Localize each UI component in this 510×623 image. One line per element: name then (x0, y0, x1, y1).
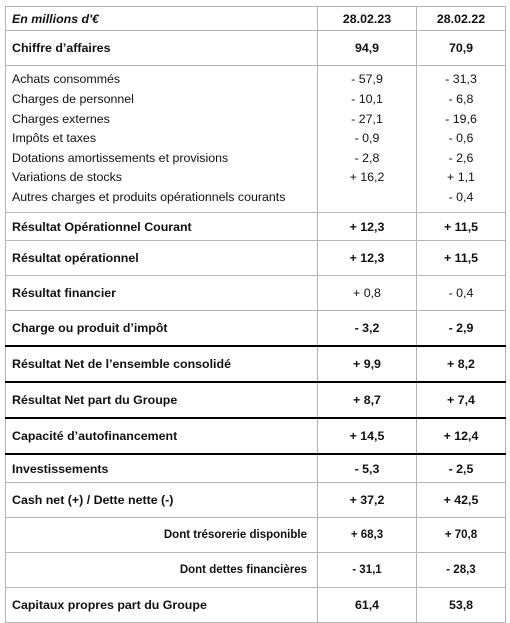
row-resultat-financier: Résultat financier + 0,8 - 0,4 (5, 275, 506, 311)
row-resultat-operationnel-courant: Résultat Opérationnel Courant + 12,3 + 1… (5, 212, 506, 241)
detail-label-autres: Autres charges et produits opérationnels… (12, 189, 286, 204)
row-investissements: Investissements - 5,3 - 2,5 (5, 453, 506, 483)
value-2023: + 8,7 (317, 381, 417, 419)
detail-value-impots-2022: - 0,6 (448, 131, 474, 146)
value-2022: + 8,2 (416, 345, 506, 383)
header-date-2023: 28.02.23 (317, 6, 417, 31)
detail-value-externes-2022: - 19,6 (445, 111, 477, 126)
row-resultat-net-ensemble: Résultat Net de l’ensemble consolidé + 9… (5, 345, 506, 383)
financial-summary-table: En millions d'€ 28.02.23 28.02.22 Chiffr… (5, 6, 506, 623)
detail-label-achats: Achats consommés (12, 72, 121, 87)
row-label: Résultat opérationnel (5, 240, 318, 276)
detail-label-stocks: Variations de stocks (12, 170, 122, 185)
value-2022: + 11,5 (416, 240, 506, 276)
detail-value-achats-2023: - 57,9 (351, 72, 383, 87)
detail-label-impots: Impôts et taxes (12, 131, 97, 146)
row-label: Capitaux propres part du Groupe (5, 587, 318, 623)
value-2023: 94,9 (317, 30, 417, 66)
detail-value-autres-2022: - 0,4 (448, 189, 474, 204)
detail-label-personnel: Charges de personnel (12, 92, 134, 107)
header-date-2022: 28.02.22 (416, 6, 506, 31)
row-label: Résultat Opérationnel Courant (5, 212, 318, 241)
value-2022: - 2,5 (416, 453, 506, 483)
value-2022: 53,8 (416, 587, 506, 623)
value-2023: + 12,3 (317, 240, 417, 276)
row-charge-impot: Charge ou produit d’impôt - 3,2 - 2,9 (5, 310, 506, 347)
table-header-row: En millions d'€ 28.02.23 28.02.22 (5, 6, 506, 31)
detail-value-achats-2022: - 31,3 (445, 72, 477, 87)
value-2023: + 12,3 (317, 212, 417, 241)
value-2022: + 70,8 (416, 517, 506, 553)
value-2022: - 28,3 (416, 552, 506, 588)
detail-value-dotations-2023: - 2,8 (354, 150, 380, 165)
detail-value-autres-2023 (324, 188, 410, 208)
detail-labels: Achats consommés Charges de personnel Ch… (5, 65, 318, 213)
detail-value-personnel-2022: - 6,8 (448, 92, 474, 107)
value-2023: 61,4 (317, 587, 417, 623)
detail-value-personnel-2023: - 10,1 (351, 92, 383, 107)
row-dettes-financieres: Dont dettes financières - 31,1 - 28,3 (5, 552, 506, 588)
value-2022: + 11,5 (416, 212, 506, 241)
value-2022: + 42,5 (416, 482, 506, 518)
row-label: Dont trésorerie disponible (5, 517, 318, 553)
row-label: Capacité d’autofinancement (5, 417, 318, 455)
row-label: Résultat financier (5, 275, 318, 311)
value-2023: + 9,9 (317, 345, 417, 383)
row-label: Cash net (+) / Dette nette (-) (5, 482, 318, 518)
value-2022: - 0,4 (416, 275, 506, 311)
value-2023: + 14,5 (317, 417, 417, 455)
detail-value-externes-2023: - 27,1 (351, 111, 383, 126)
row-detail-charges: Achats consommés Charges de personnel Ch… (5, 65, 506, 213)
value-2023: - 3,2 (317, 310, 417, 347)
detail-value-stocks-2022: + 1,1 (447, 170, 475, 185)
value-2022: - 2,9 (416, 310, 506, 347)
value-2023: - 31,1 (317, 552, 417, 588)
detail-value-impots-2023: - 0,9 (354, 131, 380, 146)
row-resultat-net-groupe: Résultat Net part du Groupe + 8,7 + 7,4 (5, 381, 506, 419)
value-2023: - 5,3 (317, 453, 417, 483)
row-tresorerie-disponible: Dont trésorerie disponible + 68,3 + 70,8 (5, 517, 506, 553)
value-2022: + 12,4 (416, 417, 506, 455)
detail-values-2022: - 31,3 - 6,8 - 19,6 - 0,6 - 2,6 + 1,1 - … (416, 65, 506, 213)
row-label: Résultat Net part du Groupe (5, 381, 318, 419)
row-capitaux-propres: Capitaux propres part du Groupe 61,4 53,… (5, 587, 506, 623)
row-label: Chiffre d’affaires (5, 30, 318, 66)
row-resultat-operationnel: Résultat opérationnel + 12,3 + 11,5 (5, 240, 506, 276)
header-unit-label: En millions d'€ (5, 6, 318, 31)
row-label: Résultat Net de l’ensemble consolidé (5, 345, 318, 383)
row-label: Investissements (5, 453, 318, 483)
row-label: Dont dettes financières (5, 552, 318, 588)
row-chiffre-affaires: Chiffre d’affaires 94,9 70,9 (5, 30, 506, 66)
detail-value-dotations-2022: - 2,6 (448, 150, 474, 165)
row-label: Charge ou produit d’impôt (5, 310, 318, 347)
value-2023: + 37,2 (317, 482, 417, 518)
value-2023: + 0,8 (317, 275, 417, 311)
value-2022: + 7,4 (416, 381, 506, 419)
detail-value-stocks-2023: + 16,2 (349, 170, 385, 185)
financial-table-container: En millions d'€ 28.02.23 28.02.22 Chiffr… (5, 6, 506, 623)
detail-label-dotations: Dotations amortissements et provisions (12, 150, 229, 165)
detail-values-2023: - 57,9 - 10,1 - 27,1 - 0,9 - 2,8 + 16,2 (317, 65, 417, 213)
value-2023: + 68,3 (317, 517, 417, 553)
row-cash-net: Cash net (+) / Dette nette (-) + 37,2 + … (5, 482, 506, 518)
row-capacite-autofinancement: Capacité d’autofinancement + 14,5 + 12,4 (5, 417, 506, 455)
detail-label-externes: Charges externes (12, 111, 110, 126)
value-2022: 70,9 (416, 30, 506, 66)
